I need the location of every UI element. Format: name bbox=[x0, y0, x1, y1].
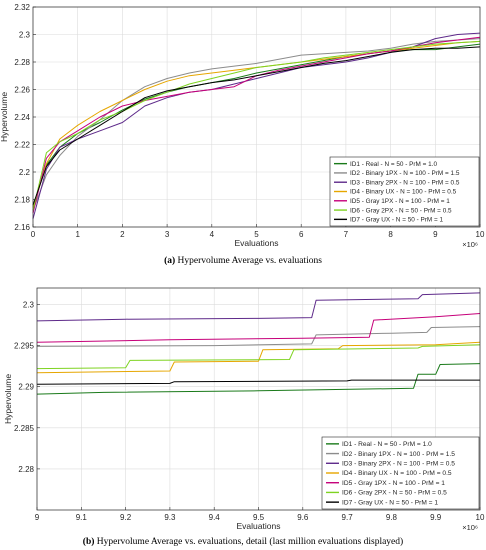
x-tick-label: 9.9 bbox=[430, 513, 442, 522]
y-tick-label: 2.28 bbox=[18, 465, 34, 474]
y-tick-label: 2.26 bbox=[14, 86, 30, 95]
y-tick-label: 2.3 bbox=[23, 300, 35, 309]
caption-a: (a) Hypervolume Average vs. evaluations bbox=[0, 256, 486, 266]
x-tick-label: 9.7 bbox=[342, 513, 354, 522]
legend-box bbox=[329, 156, 480, 227]
legend-entry-2: ID2 - Binary 1PX - N = 100 - PrM = 1.5 bbox=[350, 170, 460, 177]
legend-entry-1: ID1 - Real - N = 50 - PrM = 1.0 bbox=[342, 441, 432, 448]
legend-entry-5: ID5 - Gray 1PX - N = 100 - PrM = 1 bbox=[350, 198, 450, 205]
series-line-6 bbox=[32, 40, 481, 211]
series-line-3 bbox=[36, 292, 481, 322]
legend-entry-4: ID4 - Binary UX - N = 100 - PrM = 0.5 bbox=[350, 189, 457, 196]
caption-a-text: Hypervolume Average vs. evaluations bbox=[177, 256, 322, 266]
legend-entry-1: ID1 - Real - N = 50 - PrM = 1.0 bbox=[350, 161, 437, 168]
axes-frame bbox=[36, 287, 481, 511]
legend-entry-5: ID5 - Gray 1PX - N = 100 - PrM = 1 bbox=[342, 480, 445, 487]
x-tick-label: 9.8 bbox=[386, 513, 398, 522]
x-tick-label: 8 bbox=[388, 230, 393, 239]
legend-entry-3: ID3 - Binary 2PX - N = 100 - PrM = 0.5 bbox=[350, 179, 460, 186]
series-line-7 bbox=[36, 379, 480, 385]
legend-entry-4: ID4 - Binary UX - N = 100 - PrM = 0.5 bbox=[342, 470, 452, 477]
axes-frame bbox=[32, 6, 481, 228]
x-tick-label: 7 bbox=[344, 230, 349, 239]
x-tick-label: 9.2 bbox=[120, 513, 132, 522]
x-tick-label: 10 bbox=[476, 513, 485, 522]
legend-entry-7: ID7 - Gray UX - N = 50 - PrM = 1 bbox=[350, 217, 443, 224]
x-tick-label: 9 bbox=[433, 230, 438, 239]
x-tick-label: 4 bbox=[210, 230, 215, 239]
x-exponent: ×10⁶ bbox=[462, 523, 478, 532]
legend-entry-3: ID3 - Binary 2PX - N = 100 - PrM = 0.5 bbox=[342, 460, 455, 467]
y-tick-label: 2.32 bbox=[14, 3, 30, 12]
legend-entry-2: ID2 - Binary 1PX - N = 100 - PrM = 1.5 bbox=[342, 451, 455, 458]
x-tick-label: 5 bbox=[254, 230, 259, 239]
x-exponent: ×10⁶ bbox=[462, 240, 478, 249]
x-tick-label: 6 bbox=[299, 230, 304, 239]
x-axis-label: Evaluations bbox=[237, 521, 281, 531]
series-line-5 bbox=[36, 313, 481, 343]
x-tick-label: 1 bbox=[75, 230, 80, 239]
y-tick-label: 2.24 bbox=[14, 113, 30, 122]
x-tick-label: 2 bbox=[120, 230, 125, 239]
series-line-6 bbox=[36, 344, 481, 370]
caption-a-tag: (a) bbox=[164, 256, 176, 266]
y-axis-label: Hypervolume bbox=[0, 92, 9, 142]
y-axis-label: Hypervolume bbox=[3, 374, 13, 424]
y-tick-label: 2.3 bbox=[19, 31, 31, 40]
y-tick-label: 2.22 bbox=[14, 141, 30, 150]
x-tick-label: 9.3 bbox=[164, 513, 176, 522]
caption-b: (b) Hypervolume Average vs. evaluations,… bbox=[0, 537, 486, 547]
x-tick-label: 9.5 bbox=[253, 513, 265, 522]
y-tick-label: 2.2 bbox=[19, 168, 31, 177]
x-tick-label: 3 bbox=[165, 230, 170, 239]
y-tick-label: 2.295 bbox=[14, 342, 35, 351]
series-line-7 bbox=[32, 46, 481, 206]
series-line-2 bbox=[32, 38, 481, 211]
legend-box bbox=[321, 436, 480, 510]
series-line-4 bbox=[36, 341, 481, 374]
x-tick-label: 9 bbox=[35, 513, 40, 522]
series-line-1 bbox=[36, 363, 481, 395]
series-line-5 bbox=[32, 36, 481, 214]
y-tick-label: 2.29 bbox=[18, 383, 34, 392]
legend-entry-7: ID7 - Gray UX - N = 50 - PrM = 1 bbox=[342, 499, 438, 506]
y-tick-label: 2.18 bbox=[14, 196, 30, 205]
legend-entry-6: ID6 - Gray 2PX - N = 50 - PrM = 0.5 bbox=[342, 490, 447, 497]
y-tick-label: 2.28 bbox=[14, 58, 30, 67]
y-tick-label: 2.16 bbox=[14, 223, 30, 232]
x-tick-label: 0 bbox=[31, 230, 36, 239]
caption-b-tag: (b) bbox=[82, 537, 95, 547]
x-tick-label: 10 bbox=[476, 230, 485, 239]
series-line-2 bbox=[36, 326, 481, 347]
x-tick-label: 9.6 bbox=[297, 513, 309, 522]
y-tick-label: 2.285 bbox=[14, 424, 35, 433]
chart-b: 9 9.1 9.2 9.3 9.4 9.5 9.6 9.7 9.8 9.9 10 2.28 2.285 2… bbox=[3, 287, 485, 532]
x-axis-label: Evaluations bbox=[235, 238, 279, 248]
x-tick-label: 9.4 bbox=[209, 513, 221, 522]
x-tick-label: 9.1 bbox=[76, 513, 88, 522]
chart-a: 0 1 2 3 4 5 6 7 8 9 10 2.16 2.18 2.2 2.22 2.24 2.26 2.28 2… bbox=[0, 3, 485, 249]
series-line-4 bbox=[32, 40, 481, 208]
legend-entry-6: ID6 - Gray 2PX - N = 50 - PrM = 0.5 bbox=[350, 207, 452, 214]
caption-b-text: Hypervolume Average vs. evaluations, det… bbox=[96, 537, 404, 547]
